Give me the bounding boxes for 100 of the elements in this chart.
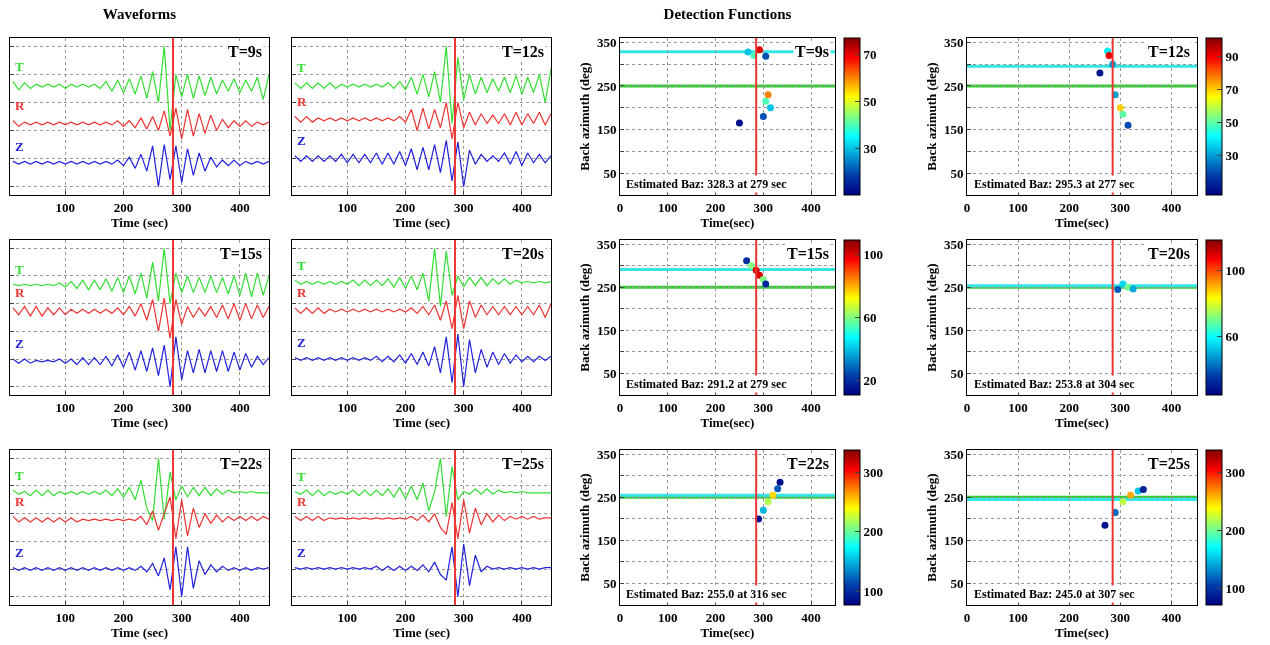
x-tick-label: 200 xyxy=(705,399,726,415)
x-tick-label: 300 xyxy=(753,199,774,215)
x-tick-label: 400 xyxy=(801,399,821,415)
point xyxy=(744,48,752,56)
annotation: T=20s xyxy=(1148,245,1191,262)
x-tick-label: 200 xyxy=(113,399,134,415)
x-tick-label: 400 xyxy=(512,609,532,625)
x-tick-label: 0 xyxy=(963,399,971,415)
y-tick-label: 50 xyxy=(603,366,617,382)
series-label: T xyxy=(297,469,306,484)
x-axis-title: Time(sec) xyxy=(700,414,755,430)
series-label: R xyxy=(297,285,307,300)
point xyxy=(743,257,751,265)
series-label: R xyxy=(297,494,307,509)
color-bar-label: 30 xyxy=(863,140,877,156)
annotation: Estimated Baz: 253.8 at 304 sec xyxy=(974,377,1136,391)
x-tick-label: 400 xyxy=(512,399,532,415)
x-tick-label: 400 xyxy=(230,199,250,215)
series-label: R xyxy=(15,98,25,113)
point xyxy=(776,478,784,486)
y-tick-label: 150 xyxy=(943,532,964,548)
x-tick-label: 300 xyxy=(453,399,474,415)
x-tick-label: 300 xyxy=(1110,609,1131,625)
x-tick-label: 100 xyxy=(55,609,76,625)
point xyxy=(735,119,743,127)
series-label: T xyxy=(297,258,306,273)
y-axis-title: Back azimuth (deg) xyxy=(923,473,939,582)
x-tick-label: 200 xyxy=(1059,399,1079,415)
annotation: T=22s xyxy=(220,455,263,472)
series-label: R xyxy=(15,494,25,509)
y-tick-label: 350 xyxy=(596,34,617,50)
series-label: Z xyxy=(297,335,306,350)
x-tick-label: 300 xyxy=(453,199,474,215)
x-tick-label: 400 xyxy=(1161,609,1182,625)
x-tick-label: 400 xyxy=(512,199,532,215)
x-tick-label: 200 xyxy=(1059,199,1079,215)
color-bar-label: 90 xyxy=(1225,48,1239,64)
annotation: T=12s xyxy=(502,43,545,60)
point xyxy=(769,491,777,499)
x-tick-label: 300 xyxy=(1110,199,1131,215)
annotation: T=9s xyxy=(228,43,263,60)
y-tick-label: 150 xyxy=(943,322,964,338)
point xyxy=(759,113,767,120)
x-tick-label: 100 xyxy=(55,399,76,415)
point xyxy=(756,46,764,54)
color-bar-label: 100 xyxy=(863,246,884,262)
y-tick-label: 250 xyxy=(943,489,964,505)
point xyxy=(1096,69,1104,77)
x-tick-label: 100 xyxy=(1008,399,1028,415)
x-tick-label: 400 xyxy=(801,609,821,625)
x-tick-label: 100 xyxy=(1008,609,1028,625)
point xyxy=(1119,498,1127,506)
y-tick-label: 150 xyxy=(596,532,617,548)
color-bar-label: 100 xyxy=(1225,262,1246,278)
series-label: T xyxy=(15,59,24,74)
x-tick-label: 100 xyxy=(658,399,678,415)
x-tick-label: 100 xyxy=(1008,199,1028,215)
x-tick-label: 300 xyxy=(171,609,192,625)
color-bar-label: 100 xyxy=(863,583,884,599)
x-tick-label: 200 xyxy=(395,399,416,415)
chart-title: Waveforms xyxy=(101,6,178,23)
x-tick-label: 0 xyxy=(963,199,971,215)
point xyxy=(1139,486,1147,494)
annotation: T=15s xyxy=(220,245,263,262)
x-tick-label: 300 xyxy=(753,609,774,625)
annotation: Estimated Baz: 255.0 at 316 sec xyxy=(626,587,788,601)
y-tick-label: 50 xyxy=(603,576,617,592)
point xyxy=(764,498,772,506)
series-label: Z xyxy=(297,133,306,148)
x-axis-title: Time (sec) xyxy=(392,214,451,230)
x-tick-label: 200 xyxy=(705,609,726,625)
annotation: T=20s xyxy=(502,245,545,262)
y-tick-label: 250 xyxy=(596,78,617,94)
x-tick-label: 0 xyxy=(616,609,624,625)
color-bar-label: 20 xyxy=(863,373,877,389)
y-axis-title: Back azimuth (deg) xyxy=(576,263,592,372)
x-axis-title: Time (sec) xyxy=(392,414,451,430)
y-tick-label: 350 xyxy=(943,236,964,252)
series-label: Z xyxy=(15,139,24,154)
color-bar-label: 60 xyxy=(863,310,877,326)
x-axis-title: Time(sec) xyxy=(1055,414,1109,430)
annotation: Estimated Baz: 328.3 at 279 sec xyxy=(626,177,788,191)
series-label: T xyxy=(15,468,24,483)
point xyxy=(1101,521,1109,529)
color-bar-label: 70 xyxy=(1225,81,1239,97)
y-tick-label: 350 xyxy=(596,446,617,462)
x-tick-label: 100 xyxy=(337,199,358,215)
x-tick-label: 300 xyxy=(753,399,774,415)
x-tick-label: 200 xyxy=(395,609,416,625)
point xyxy=(1127,491,1135,499)
x-tick-label: 200 xyxy=(113,199,134,215)
color-bar-label: 70 xyxy=(863,46,877,62)
y-tick-label: 50 xyxy=(603,165,617,181)
y-axis-title: Back azimuth (deg) xyxy=(576,62,592,171)
x-tick-label: 400 xyxy=(801,199,821,215)
x-tick-label: 200 xyxy=(1059,609,1079,625)
x-tick-label: 400 xyxy=(1161,399,1182,415)
color-bar-label: 100 xyxy=(1225,580,1246,596)
annotation: T=25s xyxy=(1148,455,1191,472)
x-axis-title: Time(sec) xyxy=(700,624,755,640)
